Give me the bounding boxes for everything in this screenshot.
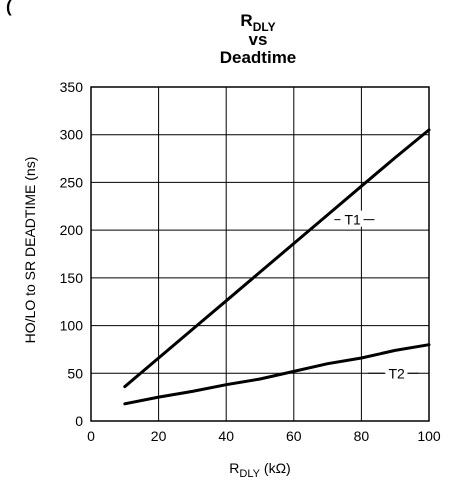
y-tick-label: 300 [60,127,84,143]
y-axis-label: HO/LO to SR DEADTIME (ns) [22,157,38,344]
x-axis-label-unit: (kΩ) [260,460,291,476]
x-tick-label: 40 [218,428,234,444]
x-tick-label: 100 [417,428,441,444]
chart-title-line1: RDLY [240,11,275,34]
x-axis-label: RDLY (kΩ) [229,460,290,480]
series-lines [123,128,431,406]
series-label-t2: T2 [388,365,405,381]
chart-title-line3: Deadtime [220,48,297,67]
chart-title-sub: DLY [253,20,276,34]
annotation-label-bg [385,364,408,381]
series-line-t1 [123,128,431,389]
y-tick-label: 350 [60,79,84,95]
x-tick-label: 60 [286,428,302,444]
series-annotations: T1 T2 [334,210,419,381]
grid [91,87,429,421]
plot-border [90,86,430,422]
y-tick-label: 200 [60,222,84,238]
chart-title-line2: vs [249,30,268,49]
title-fragment: ( [6,0,12,16]
x-tick-label: 80 [354,428,370,444]
y-tick-label: 100 [60,318,84,334]
series-label-t1: T1 [345,212,362,228]
x-tick-label: 0 [87,428,95,444]
y-tick-label: 250 [60,174,84,190]
y-tick-label: 0 [75,413,83,429]
x-tick-label: 20 [151,428,167,444]
y-tick-label: 50 [67,365,83,381]
y-tick-labels: 0 50 100 150 200 250 300 350 [60,79,84,429]
chart-title-r: R [240,11,252,30]
plot-frame [90,86,430,422]
x-tick-labels: 0 20 40 60 80 100 [87,428,441,444]
series-line-t2 [123,343,431,406]
x-axis-label-sub: DLY [239,468,260,480]
annotation-label-bg [341,210,364,227]
y-tick-label: 150 [60,270,84,286]
x-axis-label-r: R [229,460,239,476]
